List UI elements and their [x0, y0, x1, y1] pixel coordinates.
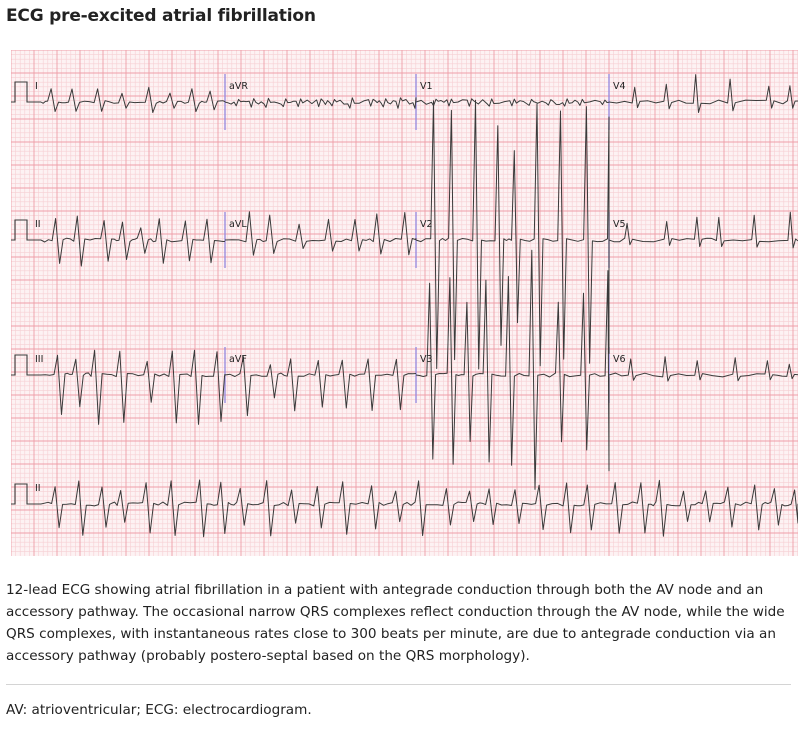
calibration-pulse	[11, 483, 41, 505]
ecg-trace	[608, 211, 798, 249]
ecg-trace	[40, 349, 226, 425]
ecg-trace	[608, 74, 798, 113]
lead-label: V6	[613, 354, 626, 365]
lead-label: III	[35, 354, 43, 365]
lead-label: II	[35, 483, 41, 494]
ecg-trace	[415, 249, 610, 490]
abbreviations-footnote: AV: atrioventricular; ECG: electrocardio…	[6, 702, 312, 718]
figure-title: ECG pre-excited atrial fibrillation	[6, 6, 316, 26]
ecg-trace	[40, 215, 226, 267]
lead-label: II	[35, 219, 41, 230]
lead-label: V2	[420, 219, 433, 230]
figure-caption: 12-lead ECG showing atrial fibrillation …	[6, 582, 785, 664]
lead-label: I	[35, 81, 38, 92]
lead-label: V1	[420, 81, 433, 92]
lead-label: aVL	[229, 219, 247, 230]
calibration-pulse	[11, 219, 41, 241]
footnote-divider	[6, 684, 791, 685]
lead-label: V5	[613, 219, 626, 230]
lead-label: V3	[420, 354, 433, 365]
calibration-pulse	[11, 81, 41, 103]
ecg-trace	[608, 356, 798, 382]
lead-label: V4	[613, 81, 626, 92]
ecg-trace	[40, 86, 226, 113]
ecg-trace	[40, 479, 798, 538]
ecg-trace	[224, 356, 417, 417]
ecg-trace	[224, 97, 417, 109]
lead-label: aVR	[229, 81, 248, 92]
calibration-pulse	[11, 354, 41, 376]
ecg-trace	[224, 211, 417, 256]
ecg-trace	[415, 98, 610, 107]
ecg-trace	[415, 99, 610, 370]
lead-label: aVF	[229, 354, 247, 365]
